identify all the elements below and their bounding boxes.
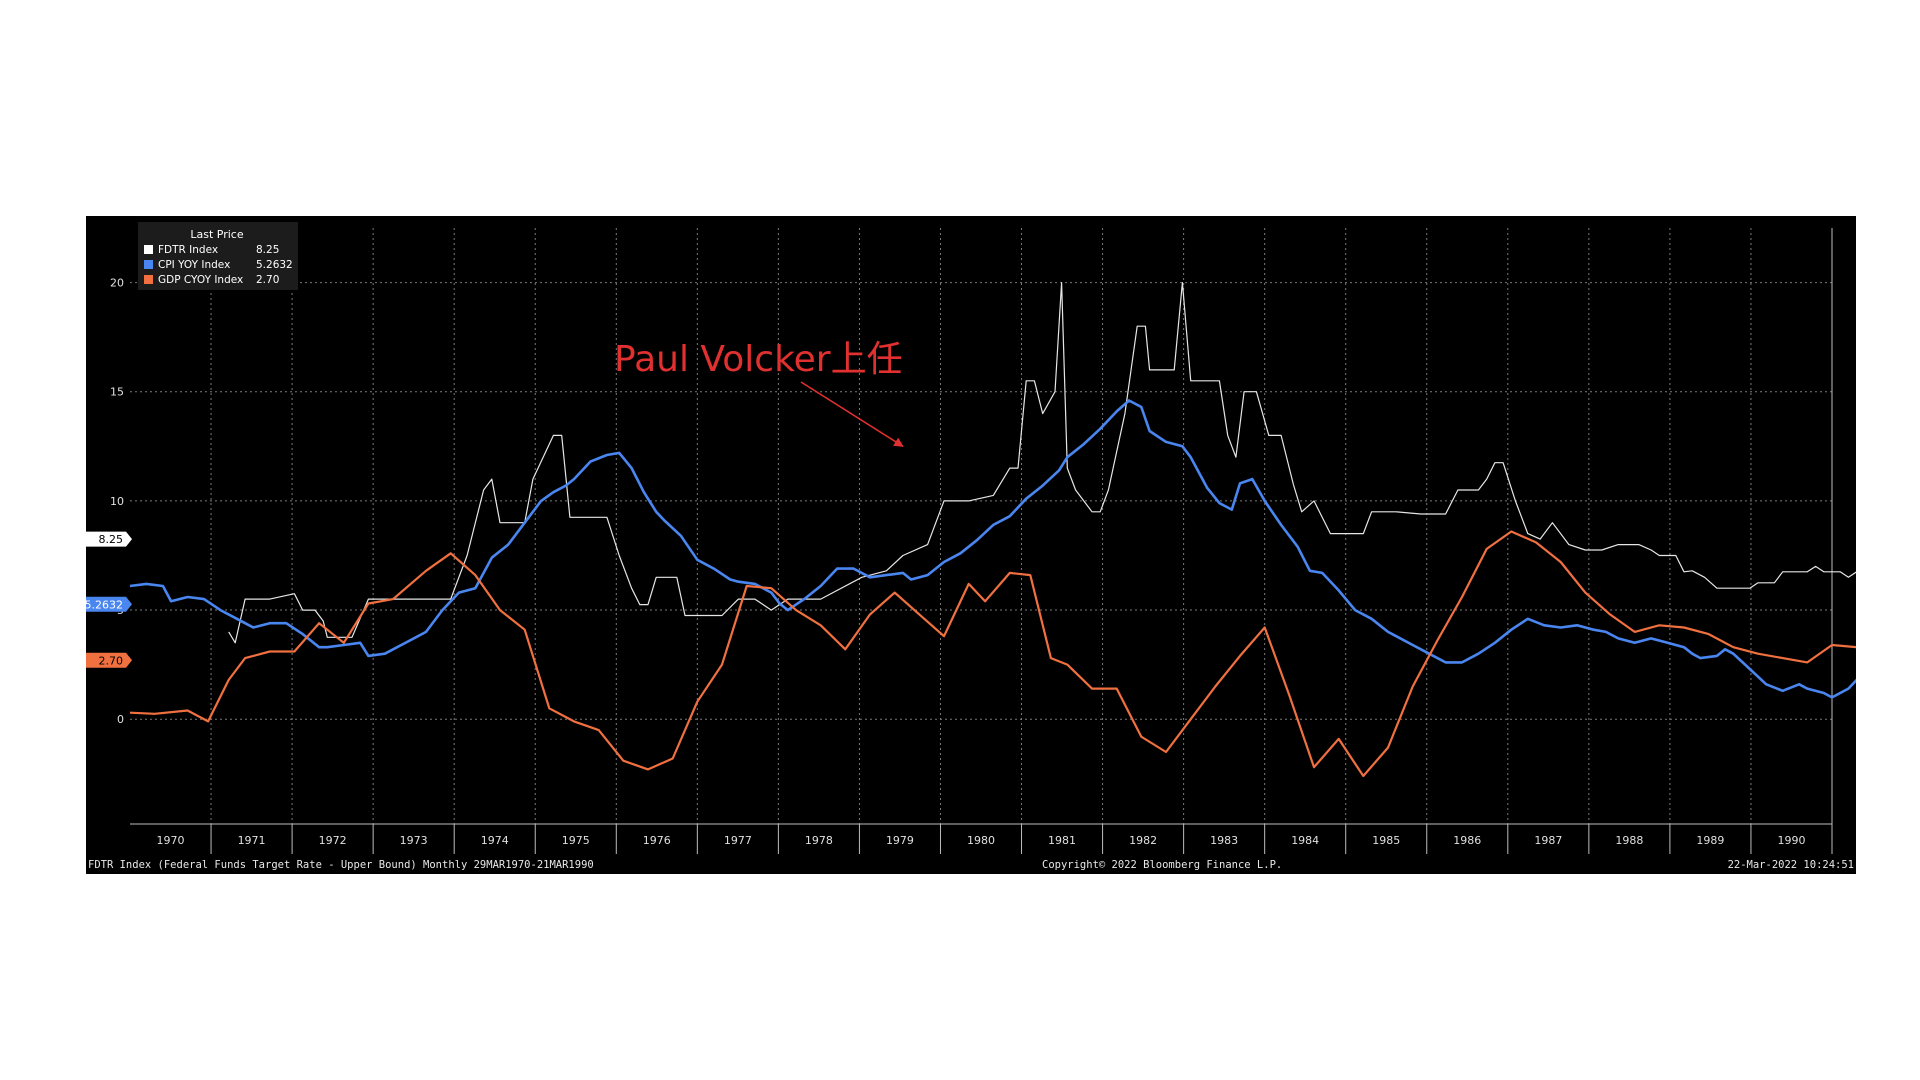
annotation-arrow	[800, 381, 904, 447]
x-tick-label: 1986	[1453, 834, 1481, 847]
grid	[130, 228, 1832, 824]
x-tick-label: 1980	[967, 834, 995, 847]
legend-swatch	[144, 245, 153, 254]
footer-copyright: Copyright© 2022 Bloomberg Finance L.P.	[1042, 859, 1283, 871]
footer-description: FDTR Index (Federal Funds Target Rate - …	[88, 859, 594, 871]
x-tick-label: 1972	[319, 834, 347, 847]
legend-box	[138, 222, 298, 290]
legend-entry-name: FDTR Index	[158, 244, 218, 256]
series-line-cpi-yoy-index	[129, 399, 1856, 699]
series-line-gdp-cyoy-index	[129, 530, 1856, 778]
legend-entry-value: 8.25	[256, 244, 279, 256]
last-price-tag-label: 8.25	[99, 533, 124, 546]
x-tick-label: 1984	[1291, 834, 1319, 847]
y-tick-label: 0	[117, 713, 124, 726]
legend-entry-value: 2.70	[256, 274, 279, 286]
x-tick-label: 1974	[481, 834, 509, 847]
x-tick-label: 1987	[1534, 834, 1562, 847]
x-tick-label: 1973	[400, 834, 428, 847]
legend-entry-value: 5.2632	[256, 259, 293, 271]
y-tick-label: 20	[110, 277, 124, 290]
x-tick-label: 1988	[1615, 834, 1643, 847]
legend-title: Last Price	[190, 228, 243, 241]
axes: 0510152019701971197219731974197519761977…	[110, 228, 1833, 854]
x-tick-label: 1982	[1129, 834, 1157, 847]
legend-swatch	[144, 260, 153, 269]
series-line-fdtr-index	[228, 282, 1856, 644]
chart-panel: 0510152019701971197219731974197519761977…	[86, 216, 1856, 874]
x-tick-label: 1983	[1210, 834, 1238, 847]
annotation: Paul Volcker上任	[614, 339, 904, 447]
x-tick-label: 1979	[886, 834, 914, 847]
legend-entry-name: GDP CYOY Index	[158, 274, 243, 286]
last-price-tag-bg	[86, 531, 132, 547]
x-tick-label: 1971	[238, 834, 266, 847]
series-lines	[129, 282, 1856, 778]
legend-entry-name: CPI YOY Index	[158, 259, 230, 271]
x-tick-label: 1985	[1372, 834, 1400, 847]
legend: Last Price FDTR Index 8.25 CPI YOY Index 5.2…	[138, 222, 298, 290]
x-tick-label: 1977	[724, 834, 752, 847]
last-price-tag-bg	[86, 596, 132, 612]
x-tick-label: 1970	[157, 834, 185, 847]
x-tick-label: 1978	[805, 834, 833, 847]
last-price-tag-label: 2.70	[99, 654, 124, 667]
x-tick-label: 1975	[562, 834, 590, 847]
x-tick-label: 1990	[1777, 834, 1805, 847]
last-price-tag-label: 5.2632	[86, 598, 123, 611]
x-tick-label: 1976	[643, 834, 671, 847]
last-price-tags: 8.25 5.2632 2.70	[86, 531, 132, 668]
x-tick-label: 1989	[1696, 834, 1724, 847]
last-price-tag-bg	[86, 652, 132, 668]
annotation-text: Paul Volcker上任	[614, 339, 903, 380]
x-tick-label: 1981	[1048, 834, 1076, 847]
legend-swatch	[144, 275, 153, 284]
line-chart[interactable]: 0510152019701971197219731974197519761977…	[86, 216, 1856, 874]
footer-timestamp: 22-Mar-2022 10:24:51	[1727, 859, 1854, 871]
y-tick-label: 10	[110, 495, 124, 508]
y-tick-label: 15	[110, 386, 124, 399]
